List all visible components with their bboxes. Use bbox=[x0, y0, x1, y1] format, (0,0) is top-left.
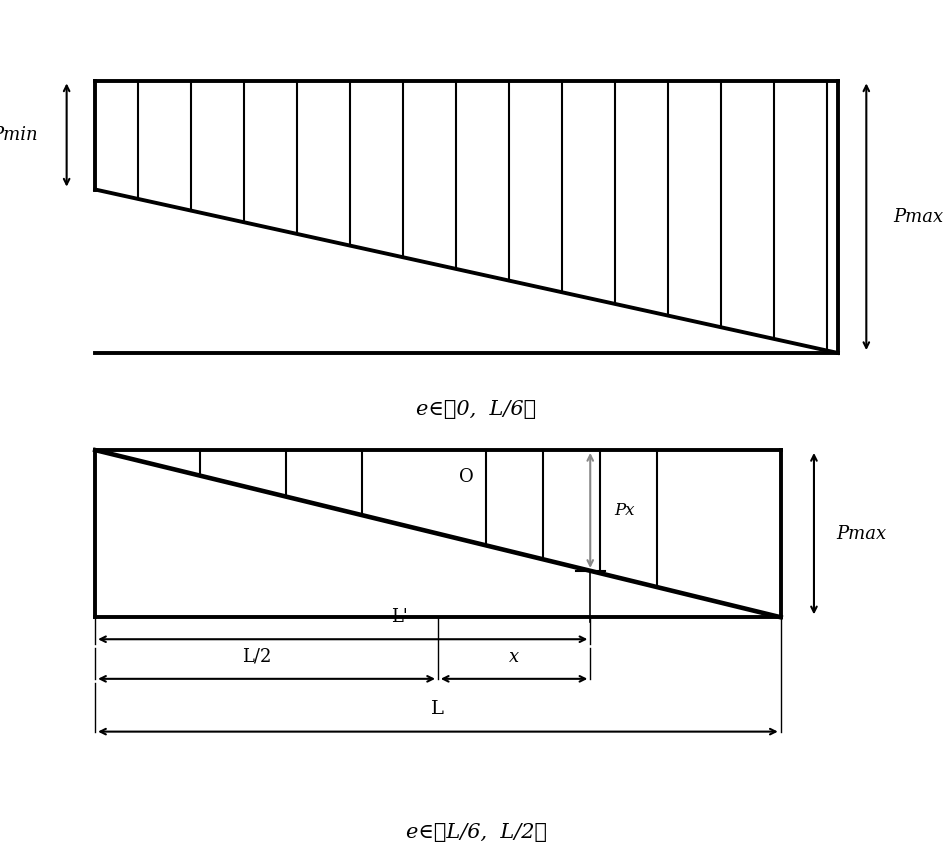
Text: O: O bbox=[459, 468, 473, 486]
Text: Pmax: Pmax bbox=[894, 208, 943, 226]
Text: e∈（0,  L/6）: e∈（0, L/6） bbox=[416, 400, 536, 419]
Text: Px: Px bbox=[614, 502, 635, 519]
Text: x: x bbox=[509, 648, 519, 666]
Text: Pmax: Pmax bbox=[837, 525, 886, 542]
Text: e∈（L/6,  L/2）: e∈（L/6, L/2） bbox=[406, 822, 546, 842]
Text: Pmin: Pmin bbox=[0, 126, 37, 144]
Text: L: L bbox=[431, 700, 445, 718]
Text: L': L' bbox=[391, 608, 408, 626]
Text: L/2: L/2 bbox=[243, 648, 271, 666]
